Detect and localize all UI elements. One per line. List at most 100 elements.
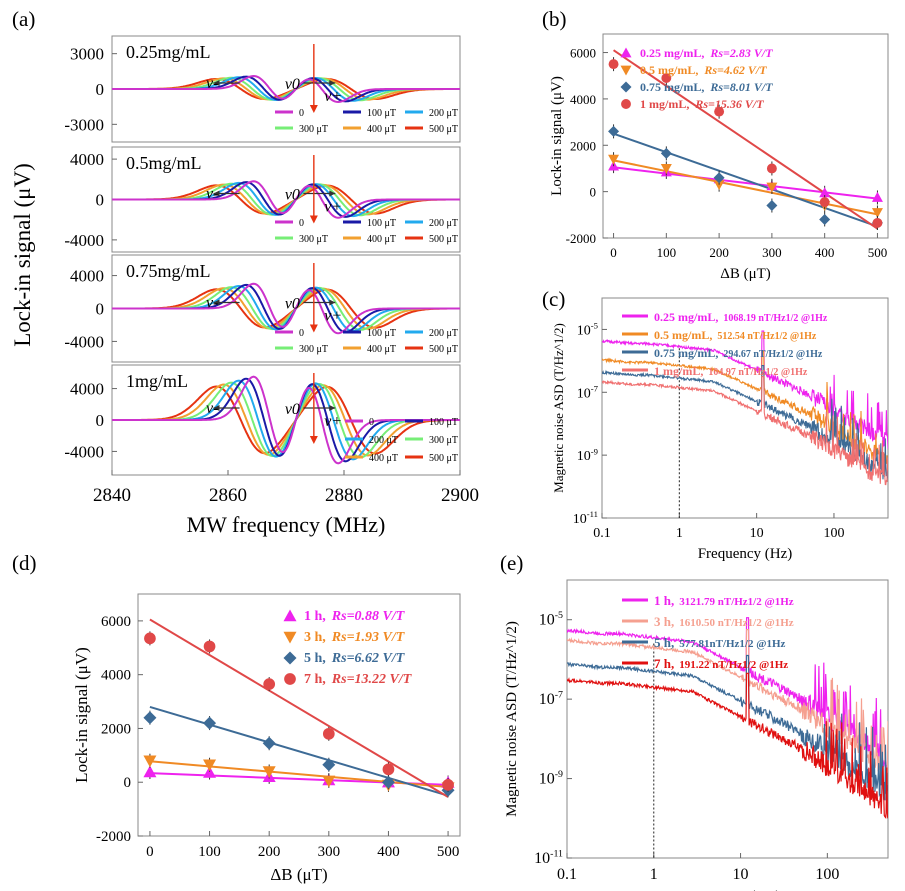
spectrum-line — [112, 74, 460, 104]
noise-spectrum — [567, 617, 888, 769]
spectrum-line — [112, 385, 460, 455]
legend-label: 500 μT — [429, 453, 458, 464]
noise-spectrum — [602, 365, 888, 480]
y-axis-label: Magnetic noise ASD (T/Hz^1/2) — [551, 323, 566, 493]
fit-line — [149, 618, 449, 798]
y-tick-label: 6000 — [570, 46, 596, 61]
legend-entry: 3 h, Rs=1.93 V/T — [304, 630, 406, 645]
nu-zero-label: ν0 — [285, 296, 300, 313]
marker-triangle-down — [322, 775, 336, 788]
x-tick-label-a: 2860 — [209, 485, 247, 506]
y-tick-label: 2000 — [570, 138, 596, 153]
spectra-group — [567, 617, 888, 820]
legend-label: 200 μT — [429, 328, 458, 339]
y-tick-label: 10-9 — [577, 446, 598, 464]
arrowhead — [329, 80, 336, 86]
plot-frame — [602, 33, 889, 239]
arrowhead — [213, 299, 220, 306]
concentration-label: 0.25mg/mL — [126, 42, 211, 62]
y-tick-exp: -11 — [587, 509, 598, 519]
y-axis-label: Lock-in signal (μV) — [549, 76, 565, 196]
fit-line — [149, 705, 449, 797]
red-arrowhead — [309, 215, 318, 224]
y-axis-label: Magnetic noise ASD (T/Hz^1/2) — [504, 621, 520, 817]
x-tick-label: 1 — [650, 866, 658, 883]
legend-label: 300 μT — [429, 435, 458, 446]
marker-circle — [621, 99, 631, 109]
x-tick-label: 200 — [258, 844, 281, 860]
x-tick-label: 0.1 — [557, 866, 577, 883]
y-tick-exp: -9 — [591, 446, 598, 456]
legend-entry: 0.5 mg/mL, 512.54 nT/Hz1/2 @1Hz — [654, 328, 817, 342]
legend-label: 300 μT — [299, 344, 328, 355]
y-tick-exp: -7 — [555, 689, 563, 700]
y-tick-label: 10-5 — [577, 321, 598, 339]
legend-name: 0.5 mg/mL, — [640, 63, 698, 77]
legend-label: 0 — [299, 108, 304, 119]
nu-minus-label: ν- — [206, 186, 218, 203]
nu-minus-label: ν- — [206, 295, 218, 312]
marker-diamond — [262, 736, 276, 750]
panel-label-a: (a) — [12, 7, 35, 31]
x-tick-label: 200 — [709, 245, 729, 260]
legend-rs: Rs=6.62 V/T — [331, 651, 406, 666]
nu-minus-label: ν- — [206, 400, 218, 417]
legend-note: 294.67 nT/Hz1/2 @1Hz — [723, 349, 823, 360]
legend-label: 500 μT — [429, 234, 458, 245]
nu-plus-label: ν+ — [324, 199, 342, 216]
y-tick-exp: -5 — [555, 610, 563, 621]
concentration-label: 0.5mg/mL — [126, 153, 202, 173]
marker-triangle-down — [620, 65, 632, 76]
y-tick-label: 3000 — [70, 45, 104, 64]
y-tick-label: -4000 — [64, 231, 104, 250]
y-tick-label: 4000 — [570, 92, 596, 107]
arrowhead — [329, 190, 336, 197]
subpanel-a-3: 4000 0 -4000 1mg/mL ν-ν0 ν+ 0 100 μT 200 μT 300 μ… — [64, 364, 461, 476]
plot-frame — [601, 297, 889, 519]
legend-entry: 0.75 mg/mL, Rs=8.01 V/T — [640, 80, 773, 94]
marker-triangle-up — [283, 609, 297, 622]
x-tick-label: 400 — [377, 844, 400, 860]
legend-rs: Rs=4.62 V/T — [703, 63, 767, 77]
legend-label: 500 μT — [429, 344, 458, 355]
y-tick-base: 10 — [534, 850, 550, 867]
nu-plus-label: ν+ — [324, 88, 342, 105]
legend-entry: 5 h, 577.81nT/Hz1/2 @1Hz — [654, 635, 786, 650]
y-tick-label: 4000 — [101, 668, 131, 684]
marker-diamond — [819, 213, 831, 225]
x-axis-label: Frequency (Hz) — [698, 546, 793, 562]
fit-line — [612, 49, 879, 230]
y-axis-label: Lock-in signal (μV) — [72, 647, 91, 783]
legend-name: 0.25 mg/mL, — [654, 310, 718, 324]
marker-triangle-up — [203, 766, 217, 778]
legend-label: 400 μT — [369, 453, 398, 464]
x-tick-label-a: 2840 — [93, 485, 131, 506]
spectrum-line — [112, 282, 460, 335]
legend-note: 3121.79 nT/Hz1/2 @1Hz — [679, 596, 794, 608]
legend-note: 1068.19 nT/Hz1/2 @1Hz — [723, 313, 828, 324]
panel-label-b: (b) — [542, 7, 567, 31]
legend-name: 7 h, — [654, 656, 674, 671]
x-axis-label-a: MW frequency (MHz) — [187, 512, 386, 537]
x-axis-label: ΔB (μT) — [720, 266, 771, 282]
noise-spectrum — [567, 629, 888, 775]
y-tick-label: 2000 — [101, 721, 131, 737]
legend-name: 5 h, — [304, 651, 326, 666]
y-tick-label: 10-11 — [534, 848, 563, 867]
marker-diamond — [620, 81, 632, 93]
y-tick-label: -2000 — [566, 231, 596, 246]
x-axis-label: ΔB (μT) — [270, 865, 327, 884]
legend-entry: 1 mg/mL, Rs=15.36 V/T — [640, 97, 764, 111]
noise-spectrum — [602, 350, 888, 470]
legend-name: 5 h, — [654, 635, 674, 650]
legend-label: 300 μT — [299, 234, 328, 245]
y-tick-label: 0 — [96, 411, 105, 430]
y-tick-label: 0 — [124, 775, 132, 791]
y-tick-base: 10 — [577, 386, 591, 401]
x-tick-label: 10 — [733, 866, 749, 883]
x-tick-label: 1 — [676, 526, 683, 541]
y-tick-label: 0 — [96, 300, 105, 319]
legend-note: 1610.50 nT/Hz1/2 @1Hz — [679, 617, 794, 629]
